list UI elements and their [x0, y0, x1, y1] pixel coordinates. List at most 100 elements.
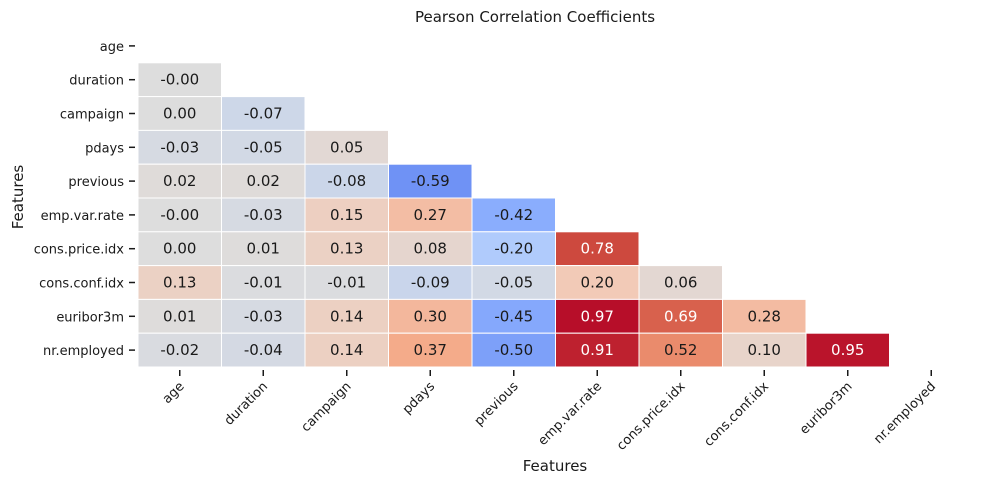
heatmap-cell: [137, 298, 222, 334]
heatmap-cell: [304, 129, 389, 165]
heatmap-cells: -0.00 0.00 -0.07 -0.03 -0.05 0.05 0.02 0.02 -0.0…: [137, 62, 890, 368]
y-axis-ticks: age duration campaign pdays previous emp.var.…: [34, 40, 135, 359]
cell-value-label: 0.78: [581, 240, 614, 258]
x-tick-label: pdays: [400, 379, 438, 417]
cell-value-label: 0.95: [831, 341, 864, 359]
heatmap-cell: [221, 197, 306, 233]
heatmap-cell: [137, 62, 222, 98]
heatmap-cell: [555, 265, 640, 300]
cell-value-label: 0.00: [163, 105, 196, 123]
cell-value-label: 0.20: [581, 274, 614, 292]
cell-value-label: 0.13: [163, 274, 196, 292]
heatmap-cell: [388, 332, 473, 368]
cell-value-label: -0.01: [244, 274, 283, 292]
heatmap-cell: [137, 231, 222, 267]
y-tick-label: duration: [69, 74, 124, 89]
x-tick-label: cons.price.idx: [614, 379, 689, 454]
heatmap-cell: [555, 332, 640, 368]
heatmap-cell: [137, 332, 222, 368]
cell-value-label: -0.05: [494, 274, 533, 292]
cell-value-label: 0.14: [330, 307, 363, 325]
heatmap-cell: [304, 231, 389, 267]
cell-value-label: 0.08: [414, 240, 447, 258]
cell-value-label: -0.09: [411, 274, 450, 292]
cell-value-label: -0.05: [244, 138, 283, 156]
heatmap-cell: [388, 197, 473, 233]
cell-value-label: -0.04: [244, 341, 283, 359]
chart-title: Pearson Correlation Coefficients: [415, 8, 655, 26]
cell-value-label: 0.15: [330, 206, 363, 224]
cell-value-label: 0.05: [330, 138, 363, 156]
y-axis-label: Features: [9, 165, 27, 230]
heatmap-cell: [805, 332, 890, 368]
heatmap-cell: [221, 332, 306, 368]
cell-value-label: -0.02: [160, 341, 199, 359]
heatmap-cell: [221, 231, 306, 267]
heatmap-cell: [555, 231, 640, 267]
y-tick-label: emp.var.rate: [41, 209, 124, 224]
x-axis-ticks: age duration campaign pdays previous emp.var.…: [160, 370, 939, 454]
cell-value-label: 0.27: [414, 206, 447, 224]
cell-value-label: -0.07: [244, 105, 283, 123]
cell-value-label: 0.10: [748, 341, 781, 359]
x-tick-label: duration: [222, 379, 271, 428]
heatmap-cell: [471, 332, 556, 368]
y-tick-label: cons.price.idx: [34, 243, 125, 258]
cell-value-label: 0.00: [163, 240, 196, 258]
cell-value-label: 0.01: [163, 307, 196, 325]
cell-value-label: 0.30: [414, 307, 447, 325]
x-tick-label: euribor3m: [797, 379, 855, 437]
cell-value-label: -0.00: [160, 71, 199, 89]
heatmap-cell: [221, 96, 306, 131]
cell-value-label: 0.06: [664, 274, 697, 292]
cell-value-label: 0.02: [163, 172, 196, 190]
heatmap-cell: [221, 163, 306, 199]
cell-value-label: -0.20: [494, 240, 533, 258]
y-tick-label: cons.conf.idx: [39, 277, 124, 292]
cell-value-label: 0.97: [581, 307, 614, 325]
heatmap-cell: [722, 298, 807, 334]
cell-value-label: 0.52: [664, 341, 697, 359]
cell-value-label: 0.14: [330, 341, 363, 359]
cell-value-label: 0.02: [247, 172, 280, 190]
heatmap-cell: [638, 265, 723, 300]
cell-value-label: -0.50: [494, 341, 533, 359]
x-tick-label: campaign: [299, 379, 355, 435]
cell-value-label: -0.08: [327, 172, 366, 190]
cell-value-label: 0.28: [748, 307, 781, 325]
cell-value-label: -0.45: [494, 307, 533, 325]
cell-value-label: -0.59: [411, 172, 450, 190]
heatmap-cell: [471, 231, 556, 267]
x-axis-label: Features: [523, 457, 588, 475]
x-tick-label: cons.conf.idx: [701, 379, 772, 450]
cell-value-label: 0.13: [330, 240, 363, 258]
x-tick-label: emp.var.rate: [535, 379, 605, 449]
heatmap-cell: [137, 96, 222, 131]
heatmap-cell: [388, 163, 473, 199]
y-tick-label: euribor3m: [56, 310, 124, 325]
x-tick-label: age: [160, 379, 188, 407]
cell-value-label: 0.91: [581, 341, 614, 359]
heatmap-cell: [388, 231, 473, 267]
heatmap-cell: [638, 332, 723, 368]
heatmap-cell: [221, 265, 306, 300]
y-tick-label: pdays: [85, 141, 124, 156]
heatmap-cell: [304, 298, 389, 334]
x-tick-label: nr.employed: [871, 379, 939, 447]
y-tick-label: previous: [68, 175, 124, 190]
cell-value-label: 0.37: [414, 341, 447, 359]
cell-value-label: 0.01: [247, 240, 280, 258]
cell-value-label: -0.03: [160, 138, 199, 156]
heatmap-cell: [137, 265, 222, 300]
cell-value-label: -0.42: [494, 206, 533, 224]
y-tick-label: nr.employed: [43, 344, 124, 359]
x-tick-label: previous: [472, 379, 522, 429]
heatmap-cell: [304, 332, 389, 368]
y-tick-label: age: [100, 40, 124, 55]
y-tick-label: campaign: [60, 108, 124, 123]
cell-value-label: -0.00: [160, 206, 199, 224]
cell-value-label: -0.03: [244, 307, 283, 325]
cell-value-label: -0.01: [327, 274, 366, 292]
cell-value-label: -0.03: [244, 206, 283, 224]
